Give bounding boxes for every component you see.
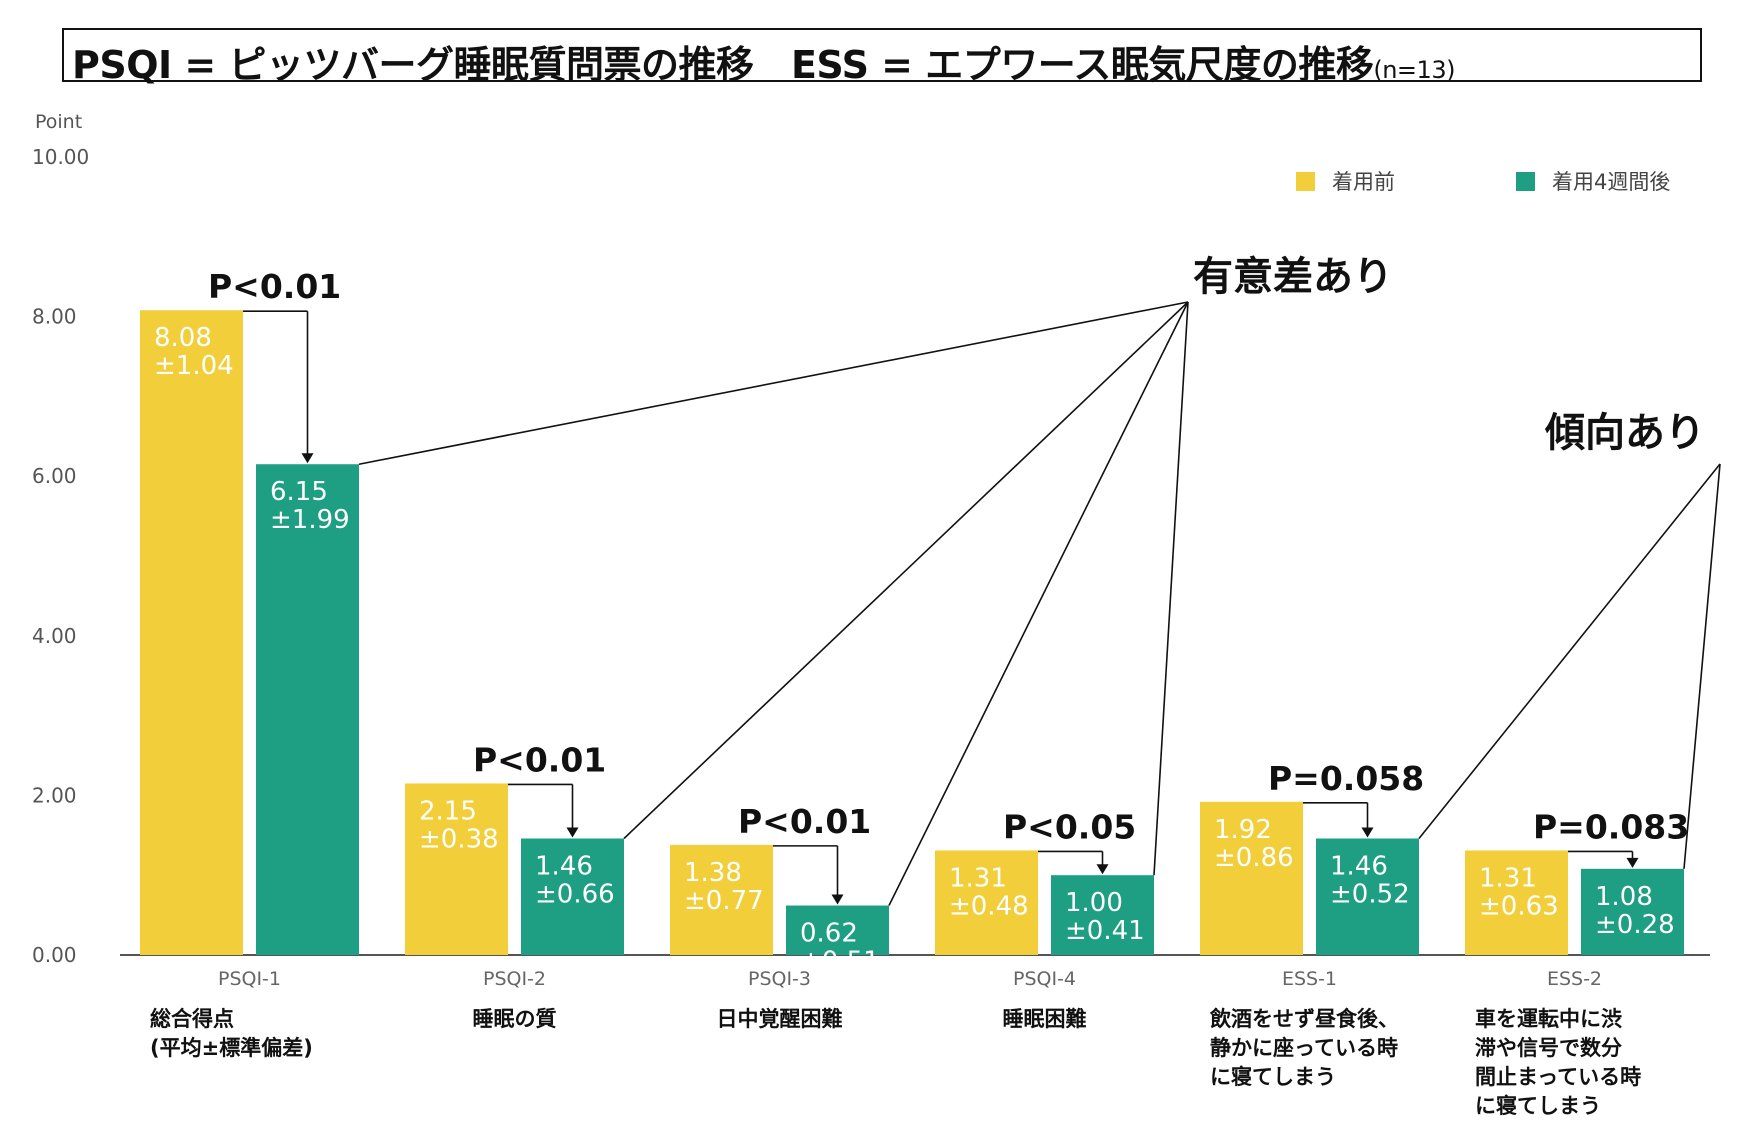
p-value-label: P<0.01 xyxy=(208,267,341,306)
value-label-after: 1.46 xyxy=(1330,851,1388,881)
value-label-before: 8.08 xyxy=(154,323,212,353)
bar-before xyxy=(140,310,243,955)
category-code: PSQI-3 xyxy=(748,968,811,990)
legend-label: 着用前 xyxy=(1332,170,1395,194)
p-arrow-head xyxy=(1626,857,1639,868)
p-arrow-head xyxy=(831,894,844,905)
sd-label-before: ±0.38 xyxy=(419,824,499,854)
p-value-label: P=0.058 xyxy=(1268,759,1424,798)
category-description: 静かに座っている時 xyxy=(1210,1036,1398,1060)
bar-after xyxy=(521,838,624,955)
y-tick-label: 4.00 xyxy=(32,624,77,648)
p-value-label: P<0.05 xyxy=(1003,807,1136,846)
sd-label-after: ±0.51 xyxy=(800,947,880,977)
bar-after xyxy=(786,905,889,955)
bar-before xyxy=(1200,801,1303,955)
callout-pointer-line xyxy=(1418,463,1721,839)
y-tick-label: 8.00 xyxy=(32,305,77,329)
bar-after xyxy=(256,464,359,955)
bar-before xyxy=(405,783,508,955)
y-tick-label: 2.00 xyxy=(32,783,77,807)
sd-label-before: ±0.48 xyxy=(949,891,1029,921)
significance-callout: 有意差あり xyxy=(1193,254,1393,300)
callout-pointer-line xyxy=(623,301,1189,840)
sd-label-after: ±0.66 xyxy=(535,879,615,909)
bar-before xyxy=(1465,850,1568,955)
value-label-before: 1.31 xyxy=(949,863,1007,893)
value-label-before: 1.31 xyxy=(1479,863,1537,893)
sample-size: (n=13) xyxy=(1373,56,1455,84)
legend-swatch xyxy=(1516,172,1535,191)
chart-title-main: PSQI = ピッツバーグ睡眠質問票の推移 ESS = エプワース眠気尺度の推移 xyxy=(72,43,1374,87)
value-label-before: 1.38 xyxy=(684,858,742,888)
category-description: 滞や信号で数分 xyxy=(1475,1036,1622,1060)
value-label-after: 1.08 xyxy=(1595,882,1653,912)
p-arrow-head xyxy=(566,827,579,838)
bar-after xyxy=(1051,875,1154,955)
category-description: 総合得点 xyxy=(150,1007,234,1031)
sd-label-after: ±0.41 xyxy=(1065,916,1145,946)
y-axis-unit: Point xyxy=(35,111,82,133)
category-code: PSQI-2 xyxy=(483,968,546,990)
category-code: ESS-1 xyxy=(1282,968,1337,990)
value-label-before: 2.15 xyxy=(419,796,477,826)
value-label-after: 1.46 xyxy=(535,851,593,881)
category-description: 日中覚醒困難 xyxy=(717,1007,843,1031)
callout-pointer-line xyxy=(358,301,1189,466)
bar-after xyxy=(1581,868,1684,955)
title-box: PSQI = ピッツバーグ睡眠質問票の推移 ESS = エプワース眠気尺度の推移… xyxy=(62,28,1702,87)
category-description: に寝てしまう xyxy=(1210,1065,1336,1089)
p-arrow-head xyxy=(301,453,314,464)
value-label-after: 6.15 xyxy=(270,477,328,507)
category-code: PSQI-1 xyxy=(218,968,281,990)
legend-swatch xyxy=(1296,172,1315,191)
value-label-after: 1.00 xyxy=(1065,888,1123,918)
value-label-after: 0.62 xyxy=(800,919,858,949)
bar-before xyxy=(670,844,773,955)
p-value-label: P<0.01 xyxy=(738,802,871,841)
chart-title: PSQI = ピッツバーグ睡眠質問票の推移 ESS = エプワース眠気尺度の推移… xyxy=(72,34,1455,89)
category-description: に寝てしまう xyxy=(1475,1094,1601,1118)
category-description: 車を運転中に渋 xyxy=(1475,1007,1622,1031)
category-description: (平均±標準偏差) xyxy=(150,1036,313,1060)
bar-after xyxy=(1316,838,1419,955)
p-arrow-head xyxy=(1361,827,1374,838)
callout-pointer-line xyxy=(1153,301,1189,876)
y-tick-label: 6.00 xyxy=(32,464,77,488)
sd-label-before: ±0.77 xyxy=(684,886,764,916)
sd-label-after: ±1.99 xyxy=(270,505,350,535)
sd-label-after: ±0.28 xyxy=(1595,910,1675,940)
p-value-label: P<0.01 xyxy=(473,740,606,779)
callout-pointer-line xyxy=(888,301,1189,906)
sd-label-before: ±0.63 xyxy=(1479,891,1559,921)
sd-label-before: ±0.86 xyxy=(1214,843,1294,873)
significance-callout: 傾向あり xyxy=(1544,410,1705,456)
category-description: 間止まっている時 xyxy=(1475,1065,1641,1089)
category-description: 飲酒をせず昼食後、 xyxy=(1209,1007,1399,1031)
legend-label: 着用4週間後 xyxy=(1552,170,1670,194)
p-value-label: P=0.083 xyxy=(1533,807,1689,846)
category-description: 睡眠困難 xyxy=(1003,1007,1087,1031)
sd-label-before: ±1.04 xyxy=(154,351,234,381)
category-description: 睡眠の質 xyxy=(473,1007,557,1031)
bar-before xyxy=(935,850,1038,955)
value-label-before: 1.92 xyxy=(1214,815,1272,845)
category-code: ESS-2 xyxy=(1547,968,1602,990)
y-tick-label: 0.00 xyxy=(32,943,77,967)
sd-label-after: ±0.52 xyxy=(1330,879,1410,909)
category-code: PSQI-4 xyxy=(1013,968,1076,990)
y-tick-label: 10.00 xyxy=(32,145,89,169)
callout-pointer-line xyxy=(1683,463,1721,869)
p-arrow-head xyxy=(1096,864,1109,875)
